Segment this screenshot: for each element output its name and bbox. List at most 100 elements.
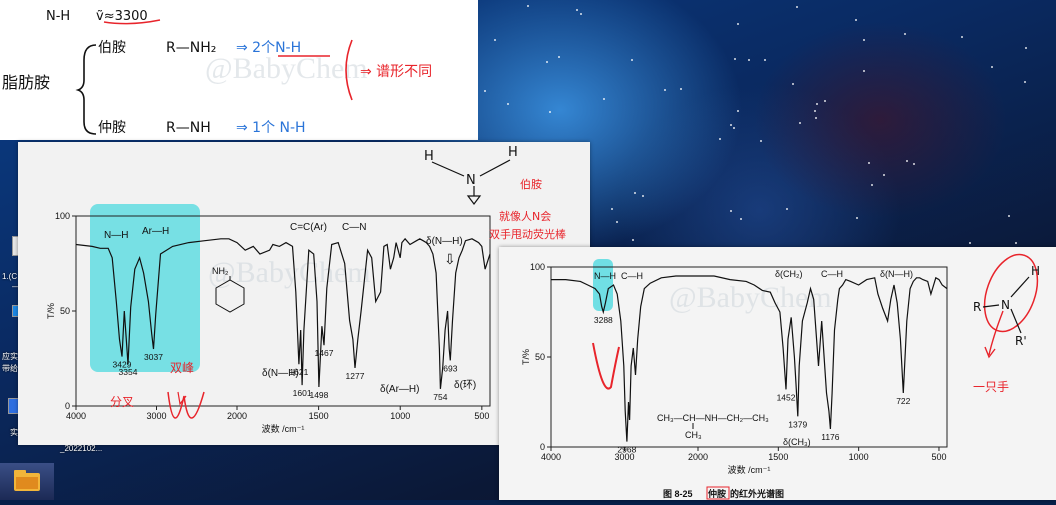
- wallpaper-star: [799, 121, 802, 124]
- desktop-label[interactable]: 应实: [2, 352, 18, 361]
- wallpaper-star: [545, 60, 548, 63]
- wallpaper-star: [870, 184, 873, 187]
- wallpaper-star: [863, 39, 866, 42]
- caption-highlight-box: [706, 486, 730, 500]
- wallpaper-star: [856, 217, 859, 220]
- wallpaper-star: [611, 207, 613, 210]
- wallpaper-star: [718, 137, 721, 140]
- svg-text:N: N: [466, 173, 476, 188]
- notes-secondary-result: ⇒ 1个 N-H: [236, 120, 306, 136]
- notes-panel: @BabyChem N-H ṽ≈3300 脂肪胺 伯胺 R—NH₂ ⇒ 2个N-…: [0, 0, 478, 140]
- x-axis-label: 波数 /cm⁻¹: [262, 423, 305, 434]
- notes-red-note: ⇒ 谱形不同: [360, 64, 432, 80]
- wallpaper-star: [736, 22, 739, 25]
- x-tick-label: 3000: [146, 411, 166, 421]
- wallpaper-star: [813, 110, 816, 113]
- wallpaper-star: [969, 242, 972, 245]
- svg-text:R': R': [1015, 334, 1027, 348]
- wallpaper-star: [580, 12, 583, 15]
- desktop-label[interactable]: 实: [10, 428, 18, 437]
- wallpaper-star: [990, 66, 993, 69]
- y-tick-label: 100: [55, 211, 70, 221]
- taskbar-app-button[interactable]: [0, 463, 54, 500]
- x-tick-label: 1500: [309, 411, 329, 421]
- wallpaper-star: [616, 221, 619, 224]
- wallpaper-star: [862, 70, 865, 73]
- x-tick-label: 2000: [227, 411, 247, 421]
- wallpaper-star: [483, 89, 486, 92]
- structure-formula: CH₃—CH—NH—CH₂—CH₃: [657, 413, 769, 423]
- peak-label: 1621: [289, 367, 308, 377]
- wallpaper-star: [493, 38, 496, 41]
- wallpaper-star: [664, 89, 667, 92]
- wallpaper-star: [759, 140, 762, 143]
- svg-text:一只手: 一只手: [973, 380, 1009, 394]
- desktop-label[interactable]: 1.(C: [2, 272, 18, 281]
- watermark: @BabyChem: [205, 52, 368, 85]
- red-split-note: 分叉: [110, 395, 134, 409]
- peak-label: 3288: [594, 315, 613, 325]
- peak-label: 1277: [346, 371, 365, 381]
- notes-primary-formula: R—NH₂: [166, 40, 216, 56]
- label-delta-nh: δ(N—H): [426, 236, 463, 247]
- folder-icon: [14, 470, 40, 491]
- x-tick-label: 1000: [390, 411, 410, 421]
- peak-label: 3037: [144, 352, 163, 362]
- wallpaper-star: [823, 100, 826, 103]
- y-axis-label: T/%: [46, 303, 56, 319]
- peak-label: 1601: [293, 388, 312, 398]
- label-cc-ar: C=C(Ar): [290, 222, 327, 233]
- red-primary-amine: 伯胺: [520, 177, 542, 191]
- x-axis-label: 波数 /cm⁻¹: [728, 464, 771, 475]
- wallpaper-star: [883, 174, 886, 177]
- label-delta-ring: δ(环): [454, 380, 476, 391]
- watermark: @BabyChem: [669, 281, 832, 314]
- peak-label: 1176: [821, 432, 840, 442]
- wallpaper-star: [740, 218, 743, 221]
- molecule-label: NH₂: [212, 266, 229, 276]
- spectrum-line: [75, 237, 491, 389]
- wallpaper-star: [960, 36, 963, 39]
- peak-label: 1379: [788, 419, 807, 429]
- spectrum-window-secondary-amine: @BabyChem 0 50 100 4000 3000 2000 1500 1000 500 波…: [499, 247, 1056, 500]
- notes-category: 脂肪胺: [2, 73, 50, 92]
- wallpaper-star: [632, 239, 635, 242]
- wallpaper-star: [642, 195, 645, 198]
- x-tick-label: 3000: [614, 452, 634, 462]
- svg-text:N: N: [1001, 298, 1010, 312]
- caption-figure-number: 图 8-25: [663, 489, 693, 499]
- wallpaper-star: [796, 6, 799, 9]
- red-single-peak-sketch: [592, 342, 620, 390]
- svg-text:H: H: [508, 145, 518, 160]
- wallpaper-star: [602, 98, 605, 101]
- y-axis-label: T/%: [521, 349, 531, 365]
- wallpaper-star: [734, 58, 737, 61]
- wallpaper-star: [814, 117, 817, 120]
- desktop-label[interactable]: _2022102...: [60, 444, 103, 453]
- red-note-line1: 就像人N会: [499, 209, 551, 223]
- spectrum-window-primary-amine: @BabyChem 0 50 100 4000 3000 2000 1500 1000 500 波…: [18, 142, 590, 445]
- label-delta-ch3: δ(CH₃): [783, 437, 811, 447]
- nh-highlight: [593, 259, 613, 311]
- peak-label: 754: [433, 392, 447, 402]
- desktop-label[interactable]: 带给: [2, 364, 18, 373]
- caption-boxed-word: 仲胺: [708, 488, 726, 499]
- spectrum-line: [551, 275, 948, 442]
- wallpaper-star: [912, 163, 915, 166]
- peak-label: 722: [896, 396, 910, 406]
- wallpaper-star: [1015, 242, 1018, 245]
- wallpaper-star: [729, 123, 732, 126]
- wallpaper-star: [1024, 81, 1027, 84]
- wallpaper-star: [557, 55, 560, 58]
- structure-branch: CH₃: [685, 430, 702, 440]
- peak-label: 1467: [315, 348, 334, 358]
- notes-primary-label: 伯胺: [98, 40, 126, 56]
- wallpaper-star: [732, 126, 735, 129]
- wallpaper-star: [815, 102, 818, 105]
- red-brace: [345, 39, 353, 101]
- wallpaper-star: [507, 103, 510, 106]
- red-twin-note: 双峰: [170, 361, 194, 375]
- arrow-down-icon: ⇩: [444, 251, 456, 267]
- peak-label: 693: [443, 363, 457, 373]
- label-nh: N—H: [594, 271, 616, 281]
